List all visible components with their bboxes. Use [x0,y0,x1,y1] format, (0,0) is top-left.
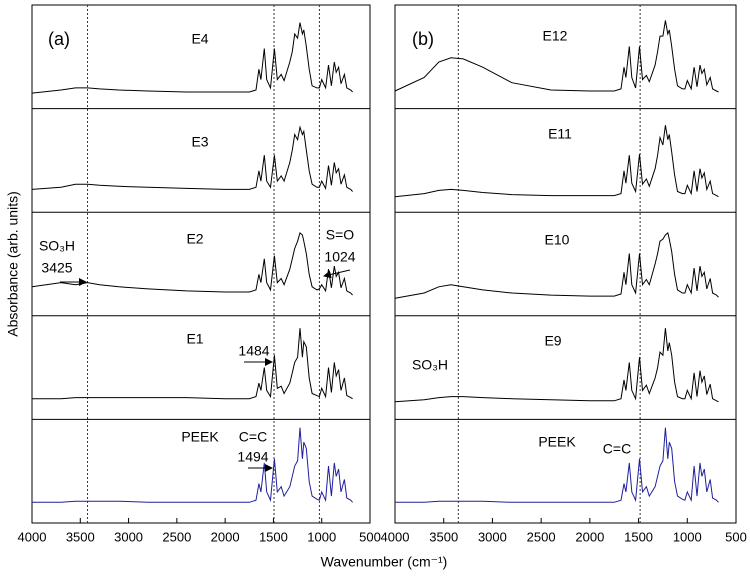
x-tick-label: 1000 [307,529,336,544]
spectrum [31,232,353,296]
x-tick-label: 1500 [259,529,288,544]
annotation: 3425 [41,260,72,276]
x-tick-label: 2000 [575,529,604,544]
series-name: E12 [543,28,568,44]
annotation: C=C [603,441,631,457]
annotation-arrow [323,269,351,279]
x-tick-label: 3000 [478,529,507,544]
series-name: E2 [186,231,203,247]
series-name: PEEK [538,434,576,450]
annotation: C=C [239,429,267,445]
series-name: E9 [544,333,561,349]
x-tick-label: 3500 [429,529,458,544]
spectrum [32,328,353,400]
x-tick-label: 1000 [673,529,702,544]
panel-frame [394,4,737,524]
series-name: E1 [186,331,203,347]
y-axis-label: Absorbance (arb. units) [5,191,21,337]
x-tick-label: 4000 [18,529,47,544]
annotation: 1484 [238,343,269,359]
annotation: SO₃H [412,357,448,373]
x-tick-label: 2500 [527,529,556,544]
annotation: SO₃H [39,238,75,254]
spectrum [394,125,719,198]
panel-label: (b) [412,29,434,49]
series-name: PEEK [181,429,219,445]
spectrum [394,20,719,93]
series-name: E4 [191,31,208,47]
panel-frame [31,4,371,524]
series-name: E10 [545,232,570,248]
spectrum [31,125,353,192]
annotation: 1024 [324,249,355,265]
x-tick-label: 500 [725,529,747,544]
x-tick-label: 2500 [162,529,191,544]
x-tick-label: 3500 [66,529,95,544]
series-name: E3 [191,134,208,150]
x-tick-label: 2000 [211,529,240,544]
spectrum [395,427,719,503]
x-axis-label: Wavenumber (cm⁻¹) [321,554,448,570]
spectrum [394,231,719,299]
x-tick-label: 1500 [624,529,653,544]
x-tick-label: 4000 [381,529,410,544]
spectrum [31,22,353,94]
annotation: S=O [326,227,355,243]
x-tick-label: 500 [359,529,381,544]
panel-label: (a) [48,29,70,49]
spectrum [32,427,353,503]
spectrum [394,328,719,403]
x-tick-label: 3000 [114,529,143,544]
annotation: 1494 [237,449,268,465]
series-name: E11 [548,126,572,142]
